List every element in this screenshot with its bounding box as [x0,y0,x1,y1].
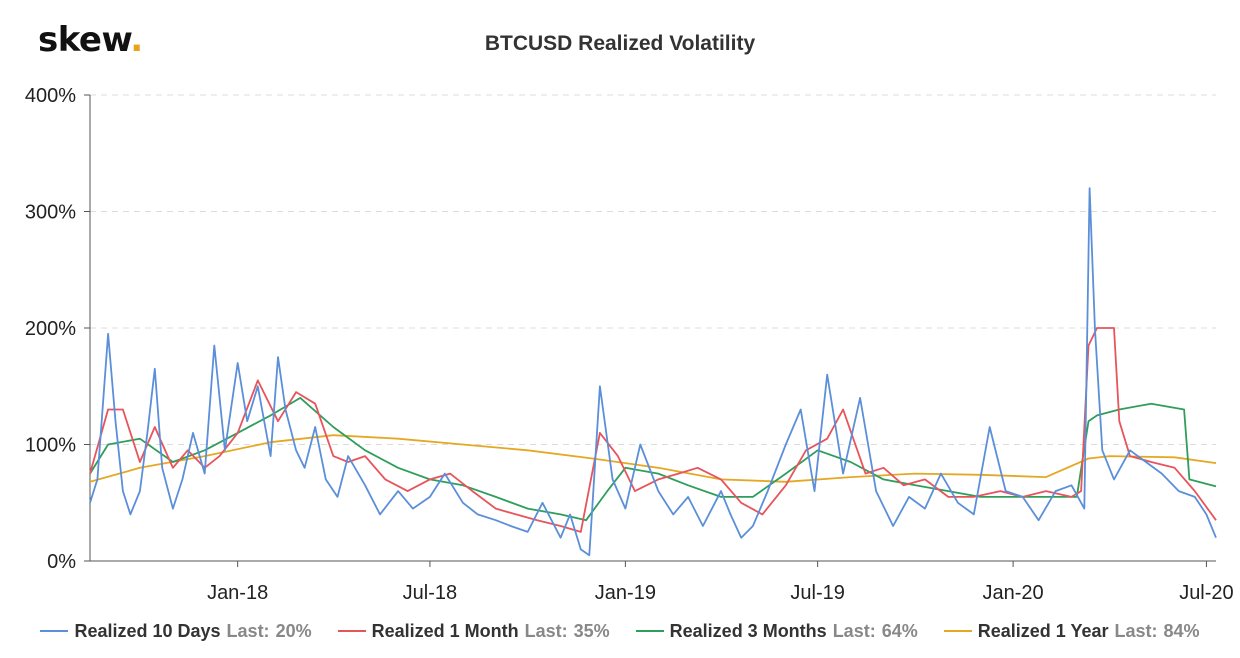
skew-logo: skew. [38,20,143,60]
series-line-realized-1-month [89,327,1217,533]
legend-last-label: Last: [226,620,270,641]
y-axis-ticks: 0% 100% 200% 300% 400% [25,85,90,573]
legend: Realized 10 Days Last: 20% Realized 1 Mo… [0,618,1240,644]
legend-last-label: Last: [832,620,876,641]
legend-last-label: Last: [524,620,568,641]
legend-swatch [337,630,366,632]
y-tick-label: 400% [25,85,76,107]
legend-series-name: Realized 10 Days [74,620,221,641]
grid-lines [90,94,1216,445]
x-tick-label: Jul-20 [1179,582,1233,604]
y-tick-label: 300% [25,202,76,224]
legend-last-value: 35% [573,620,610,641]
chart-title: BTCUSD Realized Volatility [484,32,756,55]
legend-last-label: Last: [1114,620,1158,641]
series-line-realized-3-months [89,396,1217,522]
legend-last-value: 64% [881,620,918,641]
logo-text: skew [38,20,131,60]
series-line-realized-1-year [89,434,1217,483]
legend-item-10-days[interactable]: Realized 10 Days Last: 20% [40,620,312,642]
legend-series-name: Realized 1 Month [371,620,519,641]
x-tick-label: Jan-19 [595,582,656,604]
legend-item-1-month[interactable]: Realized 1 Month Last: 35% [337,620,610,642]
x-tick-label: Jul-19 [790,582,844,604]
legend-series-name: Realized 3 Months [669,620,827,641]
legend-series-name: Realized 1 Year [977,620,1109,641]
x-tick-label: Jul-18 [403,582,457,604]
volatility-chart: 0% 100% 200% 300% 400% Jan-18 Jul-18 Jan-19 Jul… [25,85,1234,604]
legend-item-3-months[interactable]: Realized 3 Months Last: 64% [635,620,918,642]
legend-swatch [40,630,69,632]
legend-swatch [943,630,972,632]
x-tick-label: Jan-18 [207,582,268,604]
x-axis-ticks: Jan-18 Jul-18 Jan-19 Jul-19 Jan-20 Jul-20 [207,561,1234,604]
legend-last-value: 20% [275,620,312,641]
logo-dot: . [130,20,143,60]
series-lines [89,187,1217,557]
x-tick-label: Jan-20 [983,582,1044,604]
legend-last-value: 84% [1163,620,1200,641]
y-tick-label: 0% [47,551,76,573]
series-line-realized-10-days [89,187,1217,557]
legend-swatch [635,630,664,632]
legend-item-1-year[interactable]: Realized 1 Year Last: 84% [943,620,1200,642]
y-tick-label: 100% [25,435,76,457]
y-tick-label: 200% [25,318,76,340]
